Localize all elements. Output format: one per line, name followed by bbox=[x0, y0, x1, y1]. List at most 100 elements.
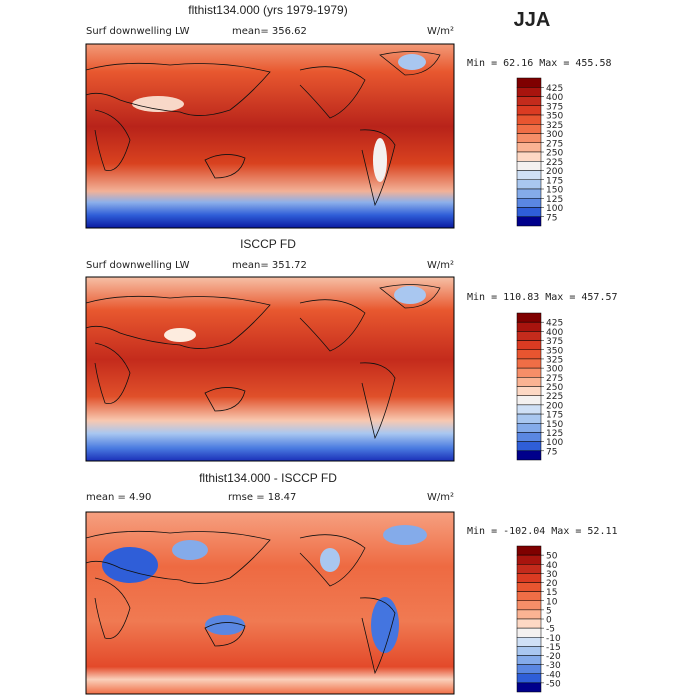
colorbar-label: 100 bbox=[546, 204, 563, 214]
colorbar-box bbox=[516, 367, 542, 378]
colorbar-box bbox=[516, 386, 542, 396]
colorbar-label: 225 bbox=[546, 158, 563, 168]
colorbar-box bbox=[516, 673, 542, 684]
colorbar-label: 40 bbox=[546, 561, 558, 571]
units-label: W/m² bbox=[427, 26, 454, 37]
colorbar-box bbox=[516, 554, 542, 565]
colorbar-box bbox=[516, 637, 542, 647]
colorbar-label: -20 bbox=[546, 652, 561, 662]
colorbar-box bbox=[516, 664, 542, 674]
colorbar-label: 5 bbox=[546, 606, 552, 616]
colorbar-label: 150 bbox=[546, 186, 563, 196]
colorbar-box bbox=[516, 340, 542, 350]
colorbar-box bbox=[516, 618, 542, 629]
colorbar-label: 425 bbox=[546, 84, 563, 94]
colorbar-box bbox=[516, 358, 542, 369]
units-label: W/m² bbox=[427, 492, 454, 503]
colorbar-box bbox=[516, 124, 542, 134]
units-label: W/m² bbox=[427, 260, 454, 271]
colorbar-box bbox=[516, 179, 542, 190]
colorbar-label: 125 bbox=[546, 195, 563, 205]
colorbar-box bbox=[516, 450, 542, 461]
colorbar-box bbox=[516, 105, 542, 116]
range-label: Min = 62.16 Max = 455.58 bbox=[467, 58, 612, 69]
colorbar-label: 100 bbox=[546, 438, 563, 448]
colorbar-box bbox=[516, 423, 542, 433]
colorbar-label: 250 bbox=[546, 149, 563, 159]
coastlines bbox=[85, 51, 441, 207]
colorbar-label: 75 bbox=[546, 447, 557, 457]
colorbar-label: -30 bbox=[546, 661, 561, 671]
colorbar-label: 15 bbox=[546, 588, 557, 598]
colorbar-label: 350 bbox=[546, 112, 563, 122]
colorbar-label: 175 bbox=[546, 411, 563, 421]
panel-title: flthist134.000 (yrs 1979-1979) bbox=[188, 3, 347, 17]
colorbar-label: 175 bbox=[546, 176, 563, 186]
colorbar-box bbox=[516, 395, 542, 406]
colorbar-box bbox=[516, 331, 542, 341]
colorbar-label: 400 bbox=[546, 93, 563, 103]
colorbar-label: 375 bbox=[546, 337, 563, 347]
colorbar-box bbox=[516, 170, 542, 180]
colorbar-label: 300 bbox=[546, 130, 563, 140]
colorbar-label: 50 bbox=[546, 552, 558, 562]
colorbar-box bbox=[516, 682, 542, 693]
colorbar-box bbox=[516, 564, 542, 574]
map bbox=[85, 43, 455, 229]
colorbar-label: 125 bbox=[546, 429, 563, 439]
colorbar-box bbox=[516, 188, 542, 199]
range-label: Min = 110.83 Max = 457.57 bbox=[467, 292, 618, 303]
colorbar-box bbox=[516, 321, 542, 332]
colorbar-label: 150 bbox=[546, 420, 563, 430]
map bbox=[85, 276, 455, 462]
colorbar-label: -50 bbox=[546, 679, 561, 689]
colorbar-box bbox=[516, 133, 542, 143]
colorbar-label: 250 bbox=[546, 383, 563, 393]
colorbar-label: 300 bbox=[546, 365, 563, 375]
colorbar-box bbox=[516, 609, 542, 620]
colorbar-label: 375 bbox=[546, 102, 563, 112]
colorbar-box bbox=[516, 161, 542, 171]
rmse-label: rmse = 18.47 bbox=[228, 492, 296, 503]
colorbar-box bbox=[516, 655, 542, 665]
coastlines bbox=[85, 530, 396, 675]
colorbar-box bbox=[516, 96, 542, 106]
colorbar-label: 10 bbox=[546, 597, 558, 607]
colorbar-box bbox=[516, 114, 542, 125]
colorbar-label: 425 bbox=[546, 319, 563, 329]
colorbar-label: 400 bbox=[546, 328, 563, 338]
panel-title: ISCCP FD bbox=[240, 237, 296, 251]
colorbar-label: -40 bbox=[546, 670, 561, 680]
panel-title: flthist134.000 - ISCCP FD bbox=[199, 471, 337, 485]
colorbar-box bbox=[516, 545, 542, 556]
colorbar-box bbox=[516, 377, 542, 387]
colorbar-box bbox=[516, 216, 542, 227]
colorbar-label: -10 bbox=[546, 634, 561, 644]
colorbar-box bbox=[516, 77, 542, 88]
colorbar-box bbox=[516, 591, 542, 601]
colorbar-box bbox=[516, 142, 542, 153]
colorbar-box bbox=[516, 349, 542, 360]
season-label: JJA bbox=[514, 9, 551, 31]
colorbar-box bbox=[516, 312, 542, 323]
colorbar-box bbox=[516, 87, 542, 97]
variable-label: Surf downwelling LW bbox=[86, 26, 190, 37]
variable-label: Surf downwelling LW bbox=[86, 260, 190, 271]
mean-label: mean = 4.90 bbox=[86, 492, 151, 503]
colorbar-label: 275 bbox=[546, 139, 563, 149]
colorbar-box bbox=[516, 441, 542, 452]
colorbar-box bbox=[516, 582, 542, 592]
coastlines bbox=[85, 284, 441, 440]
colorbar-label: 200 bbox=[546, 401, 563, 411]
colorbar-label: 20 bbox=[546, 579, 558, 589]
colorbar-box bbox=[516, 627, 542, 638]
colorbar-box bbox=[516, 404, 542, 415]
colorbar-label: 200 bbox=[546, 167, 563, 177]
colorbar-box bbox=[516, 646, 542, 656]
colorbar-box bbox=[516, 151, 542, 162]
colorbar-label: -5 bbox=[546, 625, 555, 635]
colorbar-label: -15 bbox=[546, 643, 561, 653]
colorbar-label: 30 bbox=[546, 570, 558, 580]
range-label: Min = -102.04 Max = 52.11 bbox=[467, 526, 618, 537]
